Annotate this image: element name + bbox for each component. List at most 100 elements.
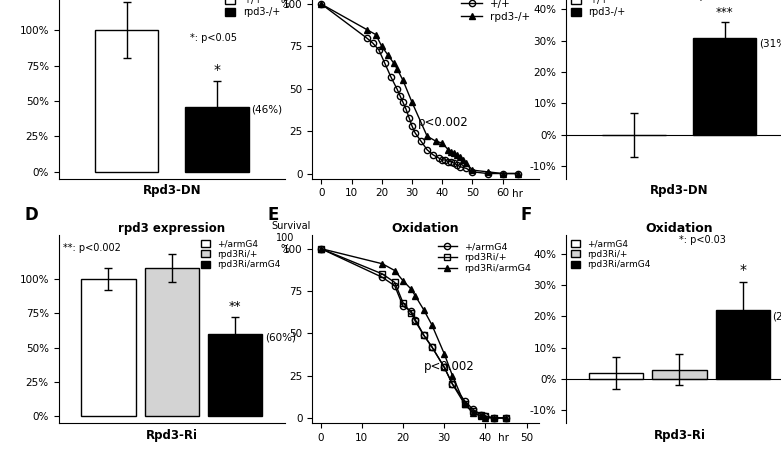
Line: +/armG4: +/armG4 — [318, 245, 509, 421]
+/+ — [317, 1, 326, 7]
Legend: +/armG4, rpd3Ri/+, rpd3Ri/armG4: +/armG4, rpd3Ri/+, rpd3Ri/armG4 — [571, 240, 651, 269]
X-axis label: Rpd3-Ri: Rpd3-Ri — [146, 429, 198, 441]
+/armG4 — [316, 246, 326, 251]
+/armG4 — [390, 283, 399, 289]
Line: rpd3Ri/armG4: rpd3Ri/armG4 — [318, 245, 509, 421]
rpd3Ri/armG4 — [460, 401, 469, 407]
rpd3Ri/+ — [460, 401, 469, 407]
Text: Survival: Survival — [272, 221, 311, 231]
+/armG4 — [427, 344, 437, 350]
rpd3Ri/+ — [476, 412, 486, 417]
+/+ — [395, 93, 405, 98]
+/+ — [434, 156, 444, 161]
rpd3-/+ — [453, 152, 462, 158]
+/armG4 — [476, 412, 486, 417]
rpd3-/+ — [468, 167, 477, 173]
Text: 100: 100 — [276, 233, 294, 243]
rpd3-/+ — [389, 61, 398, 66]
rpd3Ri/+ — [440, 364, 449, 370]
Text: (46%): (46%) — [251, 104, 282, 114]
+/+ — [453, 162, 462, 168]
Text: (22%): (22%) — [772, 312, 781, 321]
rpd3Ri/+ — [419, 332, 428, 338]
rpd3-/+ — [498, 171, 508, 176]
+/+ — [362, 35, 372, 41]
rpd3-/+ — [398, 78, 408, 83]
Text: *: * — [214, 63, 220, 77]
+/+ — [416, 139, 426, 144]
rpd3Ri/armG4 — [480, 415, 490, 421]
Text: *: * — [740, 263, 747, 277]
Bar — [185, 107, 249, 172]
Bar — [208, 334, 262, 416]
rpd3Ri/armG4 — [440, 351, 449, 356]
+/+ — [392, 86, 401, 92]
rpd3Ri/+ — [427, 344, 437, 350]
Legend: +/+, rpd3-/+: +/+, rpd3-/+ — [571, 0, 626, 17]
Bar — [715, 310, 770, 379]
+/+ — [483, 171, 492, 176]
rpd3Ri/armG4 — [390, 268, 399, 274]
Text: D: D — [24, 206, 38, 224]
+/armG4 — [460, 398, 469, 404]
+/armG4 — [411, 317, 420, 322]
rpd3-/+ — [444, 147, 453, 153]
rpd3Ri/+ — [407, 310, 416, 316]
Text: %: % — [280, 0, 290, 9]
Bar — [652, 370, 707, 379]
Line: +/+: +/+ — [319, 1, 521, 177]
X-axis label: Rpd3-DN: Rpd3-DN — [650, 184, 709, 197]
rpd3Ri/armG4 — [448, 373, 457, 378]
Text: (31%): (31%) — [758, 39, 781, 49]
rpd3Ri/+ — [316, 246, 326, 251]
rpd3Ri/+ — [398, 300, 408, 306]
rpd3-/+ — [447, 149, 456, 154]
X-axis label: Rpd3-Ri: Rpd3-Ri — [654, 429, 705, 441]
Text: *: p<0.03: *: p<0.03 — [679, 235, 726, 245]
Text: *: p<0.05: *: p<0.05 — [190, 33, 237, 44]
rpd3Ri/armG4 — [398, 278, 408, 283]
+/armG4 — [480, 414, 490, 419]
+/+ — [444, 159, 453, 164]
rpd3-/+ — [455, 154, 465, 159]
+/armG4 — [398, 303, 408, 309]
Line: rpd3-/+: rpd3-/+ — [319, 1, 521, 177]
+/+ — [498, 171, 508, 176]
+/armG4 — [419, 332, 428, 338]
Text: F: F — [521, 206, 533, 224]
+/+ — [408, 123, 417, 129]
rpd3-/+ — [450, 150, 459, 156]
Title: Oxidation: Oxidation — [646, 222, 713, 235]
Bar — [693, 38, 757, 135]
+/armG4 — [378, 274, 387, 280]
rpd3Ri/armG4 — [427, 322, 437, 328]
+/armG4 — [469, 407, 478, 412]
+/+ — [450, 161, 459, 166]
Title: Oxidation: Oxidation — [392, 222, 459, 235]
+/+ — [513, 171, 522, 176]
+/+ — [468, 169, 477, 175]
rpd3Ri/+ — [411, 319, 420, 324]
+/+ — [437, 157, 447, 163]
rpd3-/+ — [423, 133, 432, 139]
Text: ***: *** — [716, 6, 733, 19]
Text: **: ** — [229, 300, 241, 313]
+/+ — [462, 165, 471, 171]
Text: p<0.002: p<0.002 — [418, 116, 469, 129]
rpd3-/+ — [483, 169, 492, 175]
rpd3Ri/+ — [448, 381, 457, 387]
+/+ — [429, 152, 438, 158]
+/+ — [374, 47, 383, 53]
+/armG4 — [407, 308, 416, 314]
Title: rpd3 expression: rpd3 expression — [118, 222, 226, 235]
rpd3Ri/+ — [469, 408, 478, 414]
rpd3Ri/armG4 — [476, 414, 486, 419]
Text: **: p<0.002: **: p<0.002 — [63, 243, 121, 253]
+/+ — [440, 157, 450, 163]
+/armG4 — [501, 415, 511, 421]
+/+ — [368, 40, 377, 46]
rpd3Ri/armG4 — [316, 246, 326, 251]
Text: (60%): (60%) — [265, 333, 296, 343]
rpd3Ri/armG4 — [419, 307, 428, 313]
rpd3Ri/armG4 — [378, 261, 387, 266]
